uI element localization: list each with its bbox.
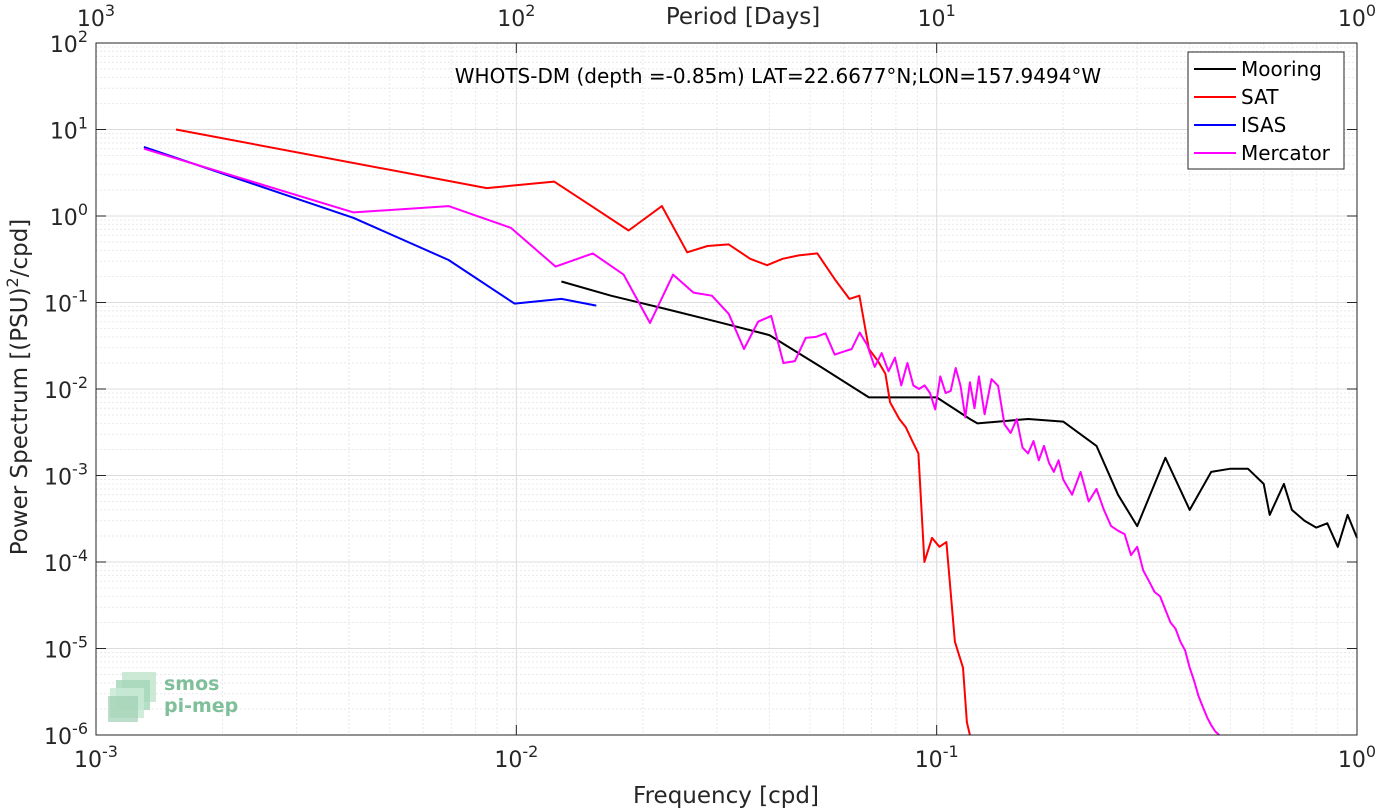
top-tick-label: 101 <box>918 1 956 32</box>
plot-area <box>143 128 1358 736</box>
y-tick-label: 10-6 <box>44 719 88 750</box>
tick-marks <box>95 42 1358 736</box>
x-axis-label: Frequency [cpd] <box>633 783 819 809</box>
x-tick-label: 10-3 <box>74 742 118 773</box>
top-tick-label: 102 <box>497 1 535 32</box>
logo-text-line1: smos <box>164 673 220 695</box>
x-tick-label: 100 <box>1338 742 1376 773</box>
y-tick-label: 10-3 <box>44 460 88 491</box>
smos-pi-mep-logo: smos pi-mep <box>108 672 248 728</box>
x-tick-label: 10-1 <box>915 742 959 773</box>
y-tick-label: 10-4 <box>44 546 88 577</box>
top-axis-label: Period [Days] <box>666 4 820 30</box>
series-line-mooring <box>561 280 1358 548</box>
series-line-sat <box>175 128 971 736</box>
top-tick-label: 103 <box>77 1 115 32</box>
legend: Mooring SAT ISAS Mercator <box>1187 51 1345 170</box>
series-line-mercator <box>143 147 1220 736</box>
svg-text:Power Spectrum [(PSU)2/cpd]: Power Spectrum [(PSU)2/cpd] <box>3 219 33 556</box>
y-tick-label: 102 <box>50 27 88 58</box>
legend-label-mercator: Mercator <box>1241 141 1331 165</box>
logo-mark-icon <box>108 672 156 722</box>
y-tick-label: 101 <box>50 114 88 145</box>
y-tick-label: 10-5 <box>44 633 88 664</box>
top-tick-label: 100 <box>1338 1 1376 32</box>
y-tick-label: 10-2 <box>44 373 88 404</box>
legend-label-isas: ISAS <box>1241 113 1286 137</box>
legend-box <box>1187 51 1345 170</box>
y-tick-label: 100 <box>50 200 88 231</box>
y-axis-label: Power Spectrum [(PSU)2/cpd] <box>3 219 33 556</box>
legend-label-sat: SAT <box>1241 85 1279 109</box>
logo-text-line2: pi-mep <box>164 695 239 717</box>
series-line-isas <box>143 145 597 307</box>
chart-title: WHOTS-DM (depth =-0.85m) LAT=22.6677°N;L… <box>455 64 1102 88</box>
major-grid <box>95 42 1358 736</box>
legend-label-mooring: Mooring <box>1241 57 1322 81</box>
x-tick-label: 10-2 <box>494 742 538 773</box>
y-tick-label: 10-1 <box>44 287 88 318</box>
